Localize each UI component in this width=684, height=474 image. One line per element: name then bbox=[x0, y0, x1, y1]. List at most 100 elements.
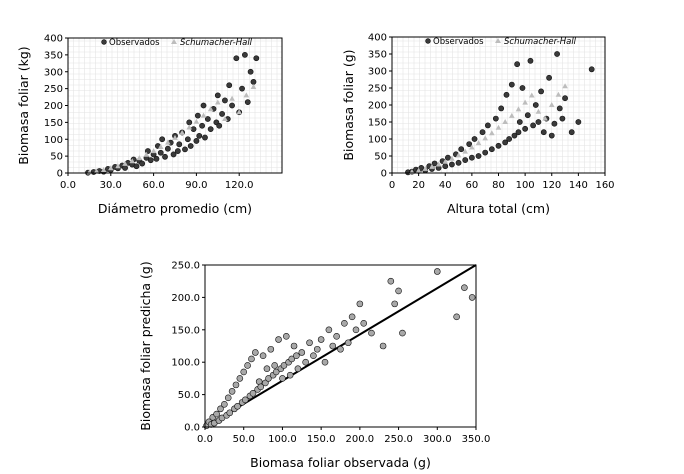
legend-label-observed: Observados bbox=[433, 37, 484, 47]
data-point bbox=[204, 116, 211, 122]
data-point-triangle bbox=[548, 102, 555, 107]
y-tick-label: 350 bbox=[44, 50, 63, 61]
gridlines bbox=[67, 38, 282, 174]
data-point bbox=[535, 119, 542, 125]
x-tick-label: 250.0 bbox=[384, 434, 413, 445]
legend-label-model: Schumacher-Hall bbox=[180, 38, 253, 48]
data-point bbox=[356, 300, 364, 308]
data-point bbox=[527, 57, 534, 64]
data-point bbox=[298, 349, 306, 356]
data-point-triangle bbox=[129, 158, 135, 164]
data-point bbox=[530, 122, 537, 129]
y-tick-label: 100.0 bbox=[171, 358, 200, 369]
data-point bbox=[468, 294, 476, 301]
data-point bbox=[234, 402, 241, 410]
x-tick-label: 30.0 bbox=[100, 180, 122, 191]
data-point bbox=[157, 149, 164, 156]
y-tick-label: 100 bbox=[368, 135, 387, 146]
data-point bbox=[184, 136, 191, 143]
data-point bbox=[222, 97, 228, 104]
y-tick-label: 100 bbox=[44, 135, 63, 146]
data-point bbox=[360, 320, 368, 327]
data-point bbox=[479, 129, 486, 136]
data-point bbox=[466, 141, 473, 147]
data-point-triangle bbox=[207, 106, 214, 112]
data-point bbox=[272, 368, 280, 376]
data-point-triangle bbox=[422, 165, 429, 171]
data-point-triangle bbox=[515, 106, 522, 112]
data-point bbox=[548, 132, 555, 139]
data-point bbox=[221, 401, 228, 408]
legend-marker-model bbox=[495, 38, 501, 43]
y-tick-label: 200 bbox=[44, 101, 63, 112]
data-point bbox=[249, 390, 257, 397]
data-point bbox=[453, 313, 460, 321]
data-point bbox=[368, 329, 375, 337]
data-point bbox=[495, 142, 502, 149]
data-point-triangle bbox=[179, 129, 185, 135]
x-tick-label: 100.0 bbox=[268, 434, 297, 445]
data-point-triangle bbox=[143, 151, 150, 157]
data-point bbox=[217, 405, 224, 413]
data-point bbox=[219, 111, 225, 117]
data-point-triangle bbox=[250, 83, 257, 89]
data-point bbox=[551, 120, 558, 127]
data-point bbox=[399, 329, 406, 337]
data-point-triangle bbox=[93, 168, 100, 174]
data-point-triangle bbox=[150, 148, 157, 154]
data-point bbox=[461, 284, 468, 291]
y-tick-label: 150 bbox=[368, 118, 387, 129]
data-point-triangle bbox=[495, 124, 502, 130]
x-tick-label: 150.0 bbox=[307, 434, 336, 445]
data-point-triangle bbox=[535, 108, 542, 114]
data-point-triangle bbox=[429, 163, 435, 169]
data-point bbox=[257, 383, 265, 391]
gridlines bbox=[391, 37, 605, 174]
data-point bbox=[387, 277, 395, 285]
data-point bbox=[228, 388, 236, 395]
series-observados bbox=[405, 51, 595, 176]
data-point bbox=[279, 375, 286, 382]
data-point bbox=[516, 119, 523, 125]
data-point bbox=[532, 102, 539, 108]
data-point bbox=[498, 105, 505, 112]
data-point bbox=[502, 139, 509, 146]
data-point bbox=[288, 355, 296, 363]
data-point-triangle bbox=[236, 109, 242, 115]
x-tick-label: 160 bbox=[595, 180, 614, 191]
data-point bbox=[471, 136, 478, 142]
data-point bbox=[280, 362, 288, 369]
data-point bbox=[306, 339, 313, 347]
data-point bbox=[554, 51, 560, 57]
data-point bbox=[462, 157, 469, 163]
data-point bbox=[164, 145, 171, 152]
data-point bbox=[213, 410, 220, 418]
data-point bbox=[524, 112, 531, 119]
x-tick-label: 50.0 bbox=[233, 434, 255, 445]
data-point-triangle bbox=[122, 160, 128, 166]
data-point bbox=[226, 82, 233, 89]
data-point bbox=[239, 85, 245, 92]
data-point-triangle bbox=[489, 130, 495, 136]
data-point bbox=[263, 365, 271, 372]
legend: Observados Schumacher-Hall bbox=[101, 38, 253, 48]
x-tick-label: 20 bbox=[412, 180, 425, 191]
data-point bbox=[449, 161, 455, 168]
data-point bbox=[271, 362, 278, 369]
y-tick-label: 50.0 bbox=[178, 390, 200, 401]
data-point-triangle bbox=[222, 116, 228, 121]
data-point bbox=[329, 342, 337, 350]
data-point-triangle bbox=[502, 119, 508, 124]
data-point bbox=[538, 88, 544, 95]
data-point bbox=[253, 55, 260, 62]
data-point bbox=[248, 355, 255, 363]
data-point bbox=[468, 154, 475, 161]
chart-diameter: 0.0 30.0 60.0 90.0 120.0 0 50 100 150 200 250 300 35… bbox=[16, 34, 283, 216]
data-point bbox=[433, 268, 441, 275]
series-points bbox=[203, 268, 476, 430]
x-tick-label: 100 bbox=[516, 180, 535, 191]
data-point bbox=[159, 136, 166, 143]
data-point bbox=[431, 160, 438, 167]
data-point bbox=[162, 153, 168, 160]
